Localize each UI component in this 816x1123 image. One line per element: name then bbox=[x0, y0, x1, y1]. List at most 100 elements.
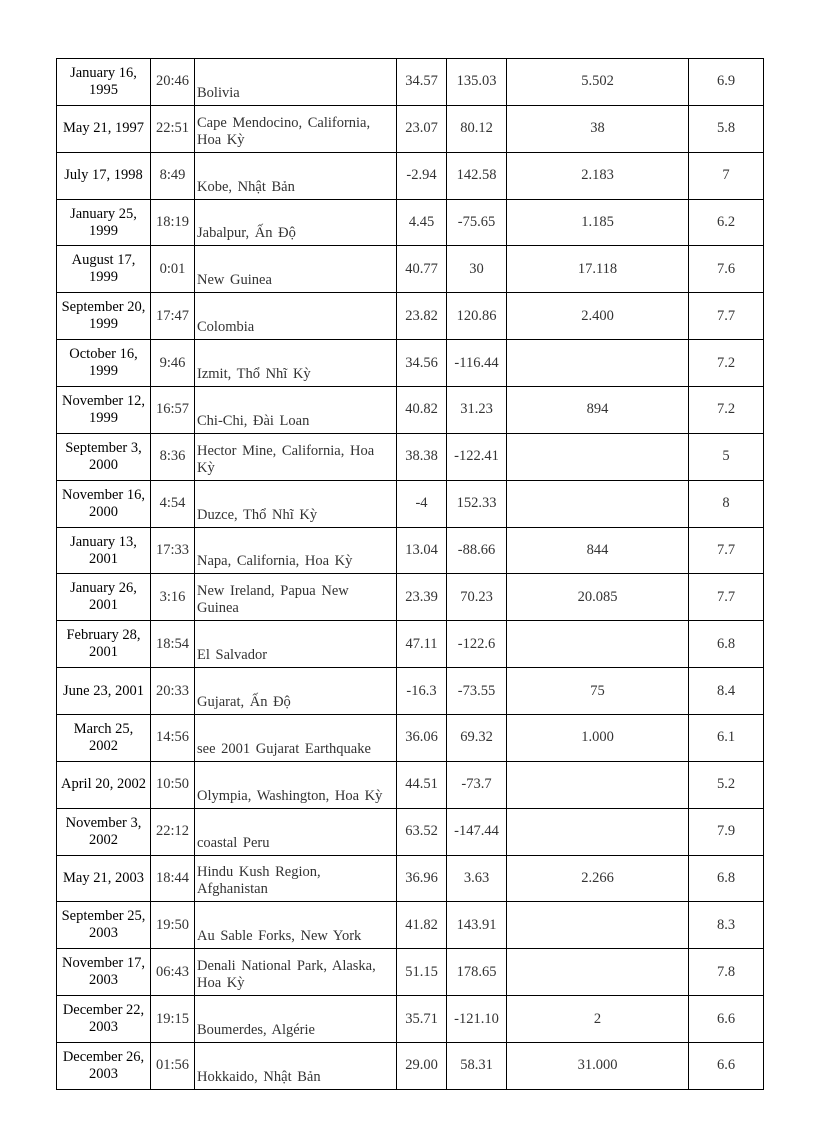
row-longitude: 30 bbox=[446, 245, 507, 294]
row-magnitude: 6.6 bbox=[688, 1042, 764, 1090]
row-latitude: -4 bbox=[396, 479, 447, 528]
row-date: August 17, 1999 bbox=[56, 245, 151, 294]
row-latitude: 23.07 bbox=[396, 104, 447, 153]
row-latitude: 23.82 bbox=[396, 292, 447, 341]
row-latitude: 47.11 bbox=[396, 620, 447, 669]
table-row: December 22, 2003 19:15 Boumerdes, Algérie… bbox=[56, 995, 764, 1044]
row-location: El Salvador bbox=[194, 620, 397, 669]
row-date: January 26, 2001 bbox=[56, 573, 151, 622]
row-date: May 21, 2003 bbox=[56, 854, 151, 903]
row-latitude: 29.00 bbox=[396, 1042, 447, 1090]
row-magnitude: 7.2 bbox=[688, 386, 764, 434]
row-time: 19:15 bbox=[150, 995, 195, 1044]
row-location: Hokkaido, Nhật Bản bbox=[194, 1042, 397, 1090]
table-row: December 26, 2003 01:56 Hokkaido, Nhật Bản… bbox=[56, 1042, 764, 1090]
table-row: January 25, 1999 18:19 Jabalpur, Ấn Độ 4.45… bbox=[56, 198, 764, 247]
row-date: November 12, 1999 bbox=[56, 386, 151, 434]
table-row: November 17, 2003 06:43 Denali National Pa… bbox=[56, 948, 764, 997]
row-time: 22:12 bbox=[150, 807, 195, 856]
row-magnitude: 7.8 bbox=[688, 948, 764, 997]
row-date: November 17, 2003 bbox=[56, 948, 151, 997]
row-latitude: 51.15 bbox=[396, 948, 447, 997]
row-longitude: 3.63 bbox=[446, 854, 507, 903]
table-row: March 25, 2002 14:56 see 2001 Gujarat Eart… bbox=[56, 714, 764, 762]
table-row: April 20, 2002 10:50 Olympia, Washington, … bbox=[56, 760, 764, 809]
row-date: January 16, 1995 bbox=[56, 58, 151, 106]
row-magnitude: 5 bbox=[688, 432, 764, 481]
row-deaths: 2.400 bbox=[506, 292, 689, 341]
row-longitude: -121.10 bbox=[446, 995, 507, 1044]
row-time: 16:57 bbox=[150, 386, 195, 434]
row-deaths bbox=[506, 948, 689, 997]
row-location: Jabalpur, Ấn Độ bbox=[194, 198, 397, 247]
row-time: 0:01 bbox=[150, 245, 195, 294]
row-location: New Guinea bbox=[194, 245, 397, 294]
row-location: Colombia bbox=[194, 292, 397, 341]
row-longitude: 70.23 bbox=[446, 573, 507, 622]
row-location: Au Sable Forks, New York bbox=[194, 901, 397, 950]
row-magnitude: 8.3 bbox=[688, 901, 764, 950]
row-location: Chi-Chi, Đài Loan bbox=[194, 386, 397, 434]
row-magnitude: 7.7 bbox=[688, 573, 764, 622]
row-deaths: 2.183 bbox=[506, 151, 689, 200]
table-row: November 16, 2000 4:54 Duzce, Thổ Nhĩ Kỳ -4… bbox=[56, 479, 764, 528]
row-date: December 26, 2003 bbox=[56, 1042, 151, 1090]
row-magnitude: 6.1 bbox=[688, 714, 764, 762]
table-row: September 20, 1999 17:47 Colombia 23.82 120.… bbox=[56, 292, 764, 341]
row-magnitude: 5.2 bbox=[688, 760, 764, 809]
row-time: 3:16 bbox=[150, 573, 195, 622]
row-date: January 13, 2001 bbox=[56, 526, 151, 575]
row-time: 18:44 bbox=[150, 854, 195, 903]
table-row: October 16, 1999 9:46 Izmit, Thổ Nhĩ Kỳ 34.… bbox=[56, 339, 764, 388]
row-magnitude: 7.9 bbox=[688, 807, 764, 856]
row-longitude: -88.66 bbox=[446, 526, 507, 575]
row-longitude: 120.86 bbox=[446, 292, 507, 341]
row-deaths: 17.118 bbox=[506, 245, 689, 294]
row-longitude: -75.65 bbox=[446, 198, 507, 247]
row-latitude: 40.77 bbox=[396, 245, 447, 294]
row-deaths: 1.000 bbox=[506, 714, 689, 762]
row-magnitude: 6.9 bbox=[688, 58, 764, 106]
row-time: 17:33 bbox=[150, 526, 195, 575]
row-magnitude: 7.2 bbox=[688, 339, 764, 388]
row-longitude: 178.65 bbox=[446, 948, 507, 997]
table-row: January 26, 2001 3:16 New Ireland, Papua N… bbox=[56, 573, 764, 622]
row-date: September 20, 1999 bbox=[56, 292, 151, 341]
row-time: 20:46 bbox=[150, 58, 195, 106]
row-location: Kobe, Nhật Bản bbox=[194, 151, 397, 200]
row-date: November 3, 2002 bbox=[56, 807, 151, 856]
row-time: 18:19 bbox=[150, 198, 195, 247]
row-latitude: 41.82 bbox=[396, 901, 447, 950]
table-row: May 21, 1997 22:51 Cape Mendocino, Califor… bbox=[56, 104, 764, 153]
row-time: 10:50 bbox=[150, 760, 195, 809]
row-latitude: 38.38 bbox=[396, 432, 447, 481]
row-date: April 20, 2002 bbox=[56, 760, 151, 809]
row-location: Hector Mine, California, Hoa Kỳ bbox=[194, 432, 397, 481]
row-longitude: 142.58 bbox=[446, 151, 507, 200]
row-location: Denali National Park, Alaska, Hoa Kỳ bbox=[194, 948, 397, 997]
table-row: June 23, 2001 20:33 Gujarat, Ấn Độ -16.3 -73… bbox=[56, 667, 764, 716]
row-location: New Ireland, Papua New Guinea bbox=[194, 573, 397, 622]
row-latitude: 63.52 bbox=[396, 807, 447, 856]
row-location: Gujarat, Ấn Độ bbox=[194, 667, 397, 716]
row-deaths: 2 bbox=[506, 995, 689, 1044]
row-longitude: -73.7 bbox=[446, 760, 507, 809]
row-magnitude: 7.7 bbox=[688, 526, 764, 575]
row-deaths bbox=[506, 901, 689, 950]
row-latitude: 4.45 bbox=[396, 198, 447, 247]
row-longitude: 152.33 bbox=[446, 479, 507, 528]
table-row: February 28, 2001 18:54 El Salvador 47.11 -1… bbox=[56, 620, 764, 669]
row-longitude: 31.23 bbox=[446, 386, 507, 434]
row-latitude: 36.96 bbox=[396, 854, 447, 903]
table-row: September 3, 2000 8:36 Hector Mine, Califo… bbox=[56, 432, 764, 481]
row-latitude: 23.39 bbox=[396, 573, 447, 622]
row-date: January 25, 1999 bbox=[56, 198, 151, 247]
table-row: November 3, 2002 22:12 coastal Peru 63.52 -1… bbox=[56, 807, 764, 856]
table-row: November 12, 1999 16:57 Chi-Chi, Đài Loan 4… bbox=[56, 386, 764, 434]
row-location: see 2001 Gujarat Earthquake bbox=[194, 714, 397, 762]
table-row: September 25, 2003 19:50 Au Sable Forks, N… bbox=[56, 901, 764, 950]
row-location: Duzce, Thổ Nhĩ Kỳ bbox=[194, 479, 397, 528]
row-deaths: 844 bbox=[506, 526, 689, 575]
row-time: 4:54 bbox=[150, 479, 195, 528]
row-magnitude: 7.7 bbox=[688, 292, 764, 341]
